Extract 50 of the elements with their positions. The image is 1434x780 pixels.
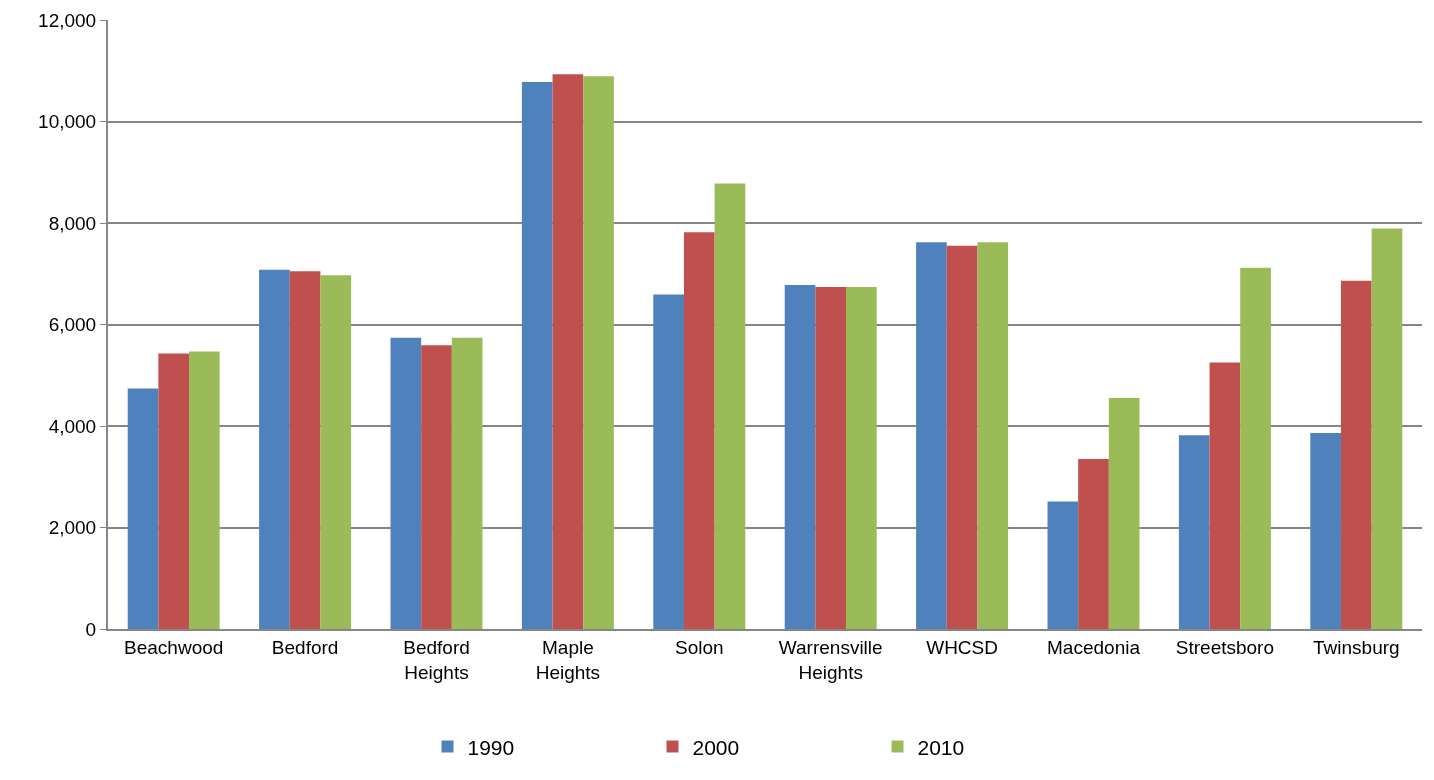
x-tick-label: WHCSD — [926, 636, 998, 658]
y-tick-label: 8,000 — [48, 212, 97, 234]
bar — [1240, 267, 1271, 629]
bar — [451, 337, 483, 629]
bar — [683, 232, 715, 629]
bar — [1371, 228, 1403, 629]
bar — [815, 286, 847, 629]
bar — [158, 353, 190, 629]
x-tick-label: Bedford — [271, 636, 339, 658]
x-tick-label: Solon — [675, 636, 724, 658]
bar — [714, 183, 746, 629]
bar — [583, 76, 614, 629]
x-tick-label: Warrensville Heights — [778, 636, 883, 683]
bar — [521, 81, 553, 629]
y-tick-label: 10,000 — [38, 111, 97, 133]
legend-label: 2000 — [692, 735, 740, 759]
bar — [1178, 435, 1210, 629]
bar — [1310, 433, 1341, 629]
bar — [289, 271, 321, 629]
bar — [653, 294, 684, 629]
bar — [421, 345, 452, 629]
y-tick-label: 6,000 — [48, 314, 97, 336]
y-tick-label: 0 — [85, 618, 97, 640]
bar — [1340, 280, 1372, 629]
bar — [390, 337, 422, 629]
bar — [320, 275, 352, 629]
x-tick-label: Beachwood — [124, 636, 224, 658]
bar — [189, 351, 220, 629]
x-tick-label: Streetsboro — [1175, 636, 1275, 658]
bar — [946, 245, 978, 629]
y-tick-label: 12,000 — [38, 9, 97, 31]
x-tick-label: Maple Heights — [535, 636, 601, 683]
bar — [259, 269, 290, 629]
bar — [127, 388, 159, 629]
bar — [1209, 362, 1241, 629]
x-tick-label: Bedford Heights — [403, 636, 470, 683]
bar — [846, 286, 877, 629]
bar — [784, 284, 816, 629]
bar — [552, 74, 584, 629]
bar — [1047, 501, 1079, 629]
bar — [1078, 458, 1109, 629]
bar — [916, 242, 947, 629]
x-tick-label: Macedonia — [1047, 636, 1141, 658]
y-tick-label: 2,000 — [48, 517, 97, 539]
legend-label: 2010 — [917, 735, 965, 759]
bar — [1108, 398, 1140, 629]
bar — [977, 242, 1009, 629]
legend-label: 1990 — [467, 735, 515, 759]
x-tick-label: Twinsburg — [1313, 636, 1400, 658]
y-tick-label: 4,000 — [48, 415, 97, 437]
